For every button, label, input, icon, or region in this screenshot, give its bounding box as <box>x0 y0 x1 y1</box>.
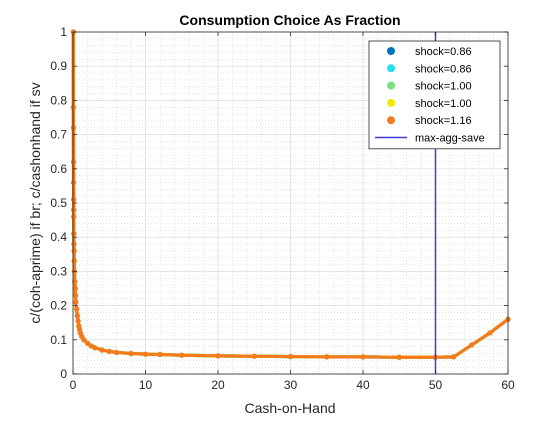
data-point <box>113 349 120 356</box>
legend-label: max-agg-save <box>415 133 485 145</box>
data-point <box>215 353 221 359</box>
y-tick-label: 0.5 <box>50 196 67 210</box>
legend-box <box>368 40 501 150</box>
data-point <box>92 345 98 351</box>
legend-label: shock=1.16 <box>415 115 472 127</box>
data-point <box>70 159 77 165</box>
data-point <box>71 196 77 203</box>
data-point <box>142 351 149 357</box>
data-point <box>70 179 77 186</box>
data-point <box>73 299 79 305</box>
legend: shock=0.86 shock=0.86 shock=1.00 shock=1.00… <box>368 40 501 150</box>
x-tick-label: 50 <box>429 378 443 392</box>
data-point <box>71 258 77 264</box>
legend-label: shock=0.86 <box>415 46 472 58</box>
x-tick-label: 10 <box>139 378 153 392</box>
data-point <box>287 353 294 360</box>
y-tick-label: 0.6 <box>50 162 67 176</box>
data-point <box>128 350 134 357</box>
data-point <box>71 207 77 213</box>
y-tick-label: 0.1 <box>50 333 67 347</box>
y-tick-label: 0.8 <box>50 93 67 107</box>
data-point <box>70 125 77 131</box>
chart-title: Consumption Choice As Fraction <box>179 12 400 28</box>
data-point <box>451 354 457 360</box>
data-point <box>487 330 493 336</box>
y-tick-label: 0.3 <box>50 264 67 278</box>
data-point <box>74 313 80 319</box>
y-tick-label: 1 <box>60 25 67 39</box>
data-point <box>75 318 81 324</box>
x-tick-label: 0 <box>70 378 77 392</box>
data-point <box>71 231 77 237</box>
legend-marker <box>387 98 395 107</box>
x-tick-label: 30 <box>284 378 298 392</box>
data-point <box>396 354 402 360</box>
y-tick-label: 0 <box>60 367 67 381</box>
legend-label: shock=1.00 <box>415 81 472 93</box>
x-axis-label: Cash-on-Hand <box>244 400 335 416</box>
data-point <box>84 340 91 346</box>
legend-label: shock=1.00 <box>415 98 472 110</box>
data-point <box>74 306 80 312</box>
series-5 <box>70 29 511 360</box>
legend-label: shock=0.86 <box>415 63 472 75</box>
data-point <box>72 292 79 298</box>
data-point <box>72 285 78 292</box>
data-point <box>179 352 185 358</box>
legend-marker <box>387 116 395 125</box>
y-axis-ticks: 0 0.1 0.2 0.3 0.4 0.5 0.6 0.7 0.8 0.9 1 <box>50 25 508 381</box>
x-tick-label: 40 <box>356 378 370 392</box>
legend-marker <box>387 64 395 73</box>
data-point <box>71 241 77 247</box>
data-point <box>99 347 105 353</box>
data-point <box>106 348 112 355</box>
data-point <box>469 342 475 348</box>
y-tick-label: 0.2 <box>50 299 67 313</box>
data-point <box>360 354 366 360</box>
data-point <box>71 214 77 220</box>
x-tick-label: 60 <box>501 378 515 392</box>
y-tick-label: 0.7 <box>50 128 67 142</box>
series-layer <box>70 29 511 360</box>
x-axis-ticks: 0 10 20 30 40 50 60 <box>70 32 515 392</box>
data-point <box>157 351 163 358</box>
data-point <box>324 354 330 360</box>
data-point <box>72 279 78 285</box>
data-point <box>251 353 257 359</box>
y-tick-label: 0.4 <box>50 230 67 244</box>
data-point <box>81 337 87 343</box>
y-tick-label: 0.9 <box>50 59 67 73</box>
y-axis-label: c/(coh-aprime) if br; c/cashonhand if sv <box>27 82 43 323</box>
x-tick-label: 20 <box>211 378 225 392</box>
legend-marker <box>387 47 395 55</box>
legend-marker <box>387 81 395 90</box>
data-point <box>71 248 77 254</box>
